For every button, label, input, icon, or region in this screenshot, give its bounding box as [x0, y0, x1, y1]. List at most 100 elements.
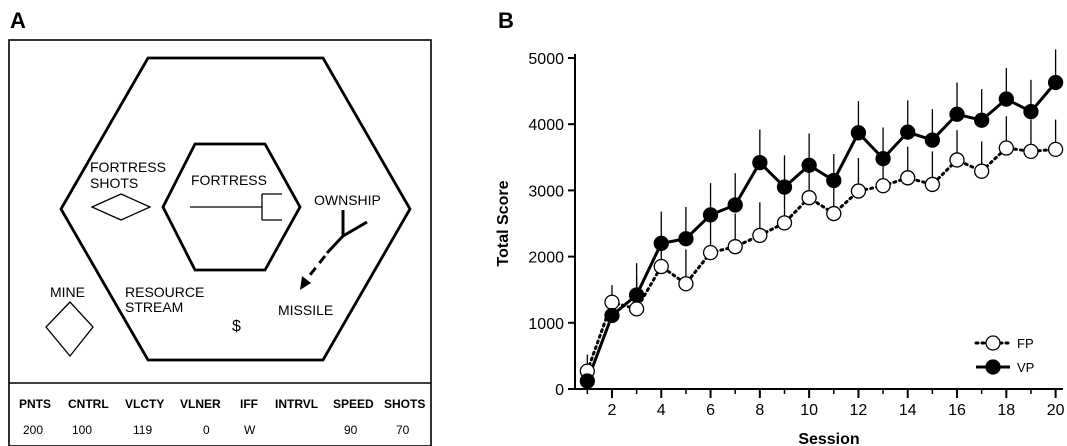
data-point-vp	[875, 150, 891, 167]
x-axis-title: Session	[798, 431, 859, 446]
x-tick-label: 14	[899, 402, 917, 419]
fortress-icon	[190, 193, 282, 221]
hud-value: 0	[203, 423, 210, 437]
data-point-vp	[850, 125, 867, 141]
game-screen-frame	[8, 39, 432, 446]
data-point-fp	[1047, 141, 1064, 158]
data-point-fp	[702, 244, 719, 261]
data-point-fp	[727, 239, 743, 255]
data-point-vp	[1047, 74, 1064, 91]
data-point-vp	[826, 172, 842, 189]
y-tick-label: 1000	[528, 316, 564, 333]
data-point-vp	[604, 307, 620, 324]
resource-stream-label-2: STREAM	[125, 299, 183, 315]
legend-marker-vp	[985, 359, 1001, 375]
hud-header: CNTRL	[68, 397, 109, 411]
y-tick-label: 2000	[528, 250, 564, 267]
hud-value: W	[244, 423, 256, 437]
data-point-fp	[1023, 143, 1039, 159]
data-point-vp	[628, 287, 645, 303]
data-point-vp	[949, 106, 965, 122]
data-point-fp	[604, 294, 620, 310]
chart-plot-area: 0 1000 2000 3000 4000 5000 2 4 6 8 10 12 14 16 18 20 Ses…	[495, 49, 1065, 446]
y-tick-label: 5000	[528, 51, 564, 68]
panel-a-letter: A	[10, 8, 26, 33]
data-point-vp	[653, 235, 669, 252]
data-point-fp	[850, 183, 867, 199]
legend-label-vp: VP	[1017, 360, 1034, 375]
series-line-fp	[585, 146, 1058, 373]
data-point-vp	[752, 154, 768, 171]
data-point-vp	[702, 207, 719, 223]
data-point-vp	[924, 132, 941, 148]
fortress-shots-label-2: SHOTS	[90, 175, 138, 191]
data-point-fp	[949, 152, 965, 168]
fortress-shot-icon	[90, 193, 152, 221]
hud-value: 119	[133, 423, 152, 437]
data-point-fp	[826, 205, 842, 222]
data-point-vp	[801, 157, 817, 173]
fortress-label: FORTRESS	[191, 172, 267, 188]
hud-value: 70	[396, 423, 410, 437]
missile-icon	[300, 255, 327, 290]
hud-header: VLNER	[180, 397, 221, 411]
hud-header: SHOTS	[384, 397, 425, 411]
data-point-vp	[579, 373, 595, 389]
data-point-vp	[678, 231, 694, 247]
data-point-fp	[875, 178, 891, 194]
panel-b-letter: B	[498, 8, 514, 33]
fortress-shots-label-1: FORTRESS	[90, 159, 166, 175]
x-tick-label: 18	[997, 402, 1015, 419]
legend-marker-fp	[985, 335, 1001, 351]
y-tick-label: 3000	[528, 183, 564, 200]
x-tick-label: 8	[755, 402, 764, 419]
legend-label-fp: FP	[1017, 336, 1034, 351]
x-tick-label: 12	[850, 402, 868, 419]
data-point-vp	[998, 91, 1014, 107]
hud-header: PNTS	[19, 397, 51, 411]
data-point-fp	[974, 163, 990, 179]
data-point-fp	[628, 301, 645, 317]
x-tick-label: 20	[1047, 402, 1065, 419]
outer-hexagon	[59, 56, 412, 362]
inner-hexagon	[161, 142, 302, 272]
data-point-vp	[974, 112, 990, 128]
x-tick-label: 16	[948, 402, 966, 419]
hud-value: 200	[23, 423, 43, 437]
mine-icon	[45, 301, 94, 358]
data-point-vp	[1023, 103, 1039, 120]
data-point-vp	[900, 124, 916, 140]
data-point-fp	[678, 276, 694, 292]
x-tick-label: 10	[800, 402, 818, 419]
missile-label: MISSILE	[278, 302, 333, 318]
series-line-vp	[585, 81, 1057, 382]
hud-value: 100	[72, 423, 92, 437]
data-point-fp	[653, 258, 669, 275]
x-tick-label: 2	[608, 402, 617, 419]
y-axis-title: Total Score	[495, 180, 512, 266]
hud-header: INTRVL	[275, 397, 318, 411]
x-tick-label: 6	[706, 402, 715, 419]
hud-header: SPEED	[333, 397, 374, 411]
y-tick-label: 0	[555, 382, 564, 399]
hud-header: IFF	[240, 397, 258, 411]
mine-label: MINE	[50, 284, 85, 300]
panel-b-chart: B 0 1000 2000 3000 4000 5000 2 4 6 8 10 12 14 16 18 20 S…	[495, 8, 1065, 446]
data-point-vp	[727, 197, 743, 213]
hud-table: PNTS CNTRL VLCTY VLNER IFF INTRVL SPEED …	[19, 397, 425, 437]
data-point-fp	[801, 190, 817, 206]
x-tick-label: 4	[657, 402, 666, 419]
panel-a-game-display: A FORTRESS SHOTS FORTRESS OWNSHIP MINE R…	[8, 8, 432, 446]
y-tick-label: 4000	[528, 117, 564, 134]
resource-stream-label-1: RESOURCE	[125, 284, 204, 300]
data-point-fp	[752, 227, 768, 244]
data-point-fp	[998, 140, 1014, 156]
data-point-fp	[900, 170, 916, 186]
data-point-fp	[924, 176, 941, 193]
resource-icon: $	[232, 318, 241, 335]
hud-header: VLCTY	[125, 397, 164, 411]
hud-value: 90	[344, 423, 358, 437]
ownship-label: OWNSHIP	[314, 192, 381, 208]
data-point-vp	[776, 179, 793, 195]
ownship-icon	[325, 210, 368, 255]
